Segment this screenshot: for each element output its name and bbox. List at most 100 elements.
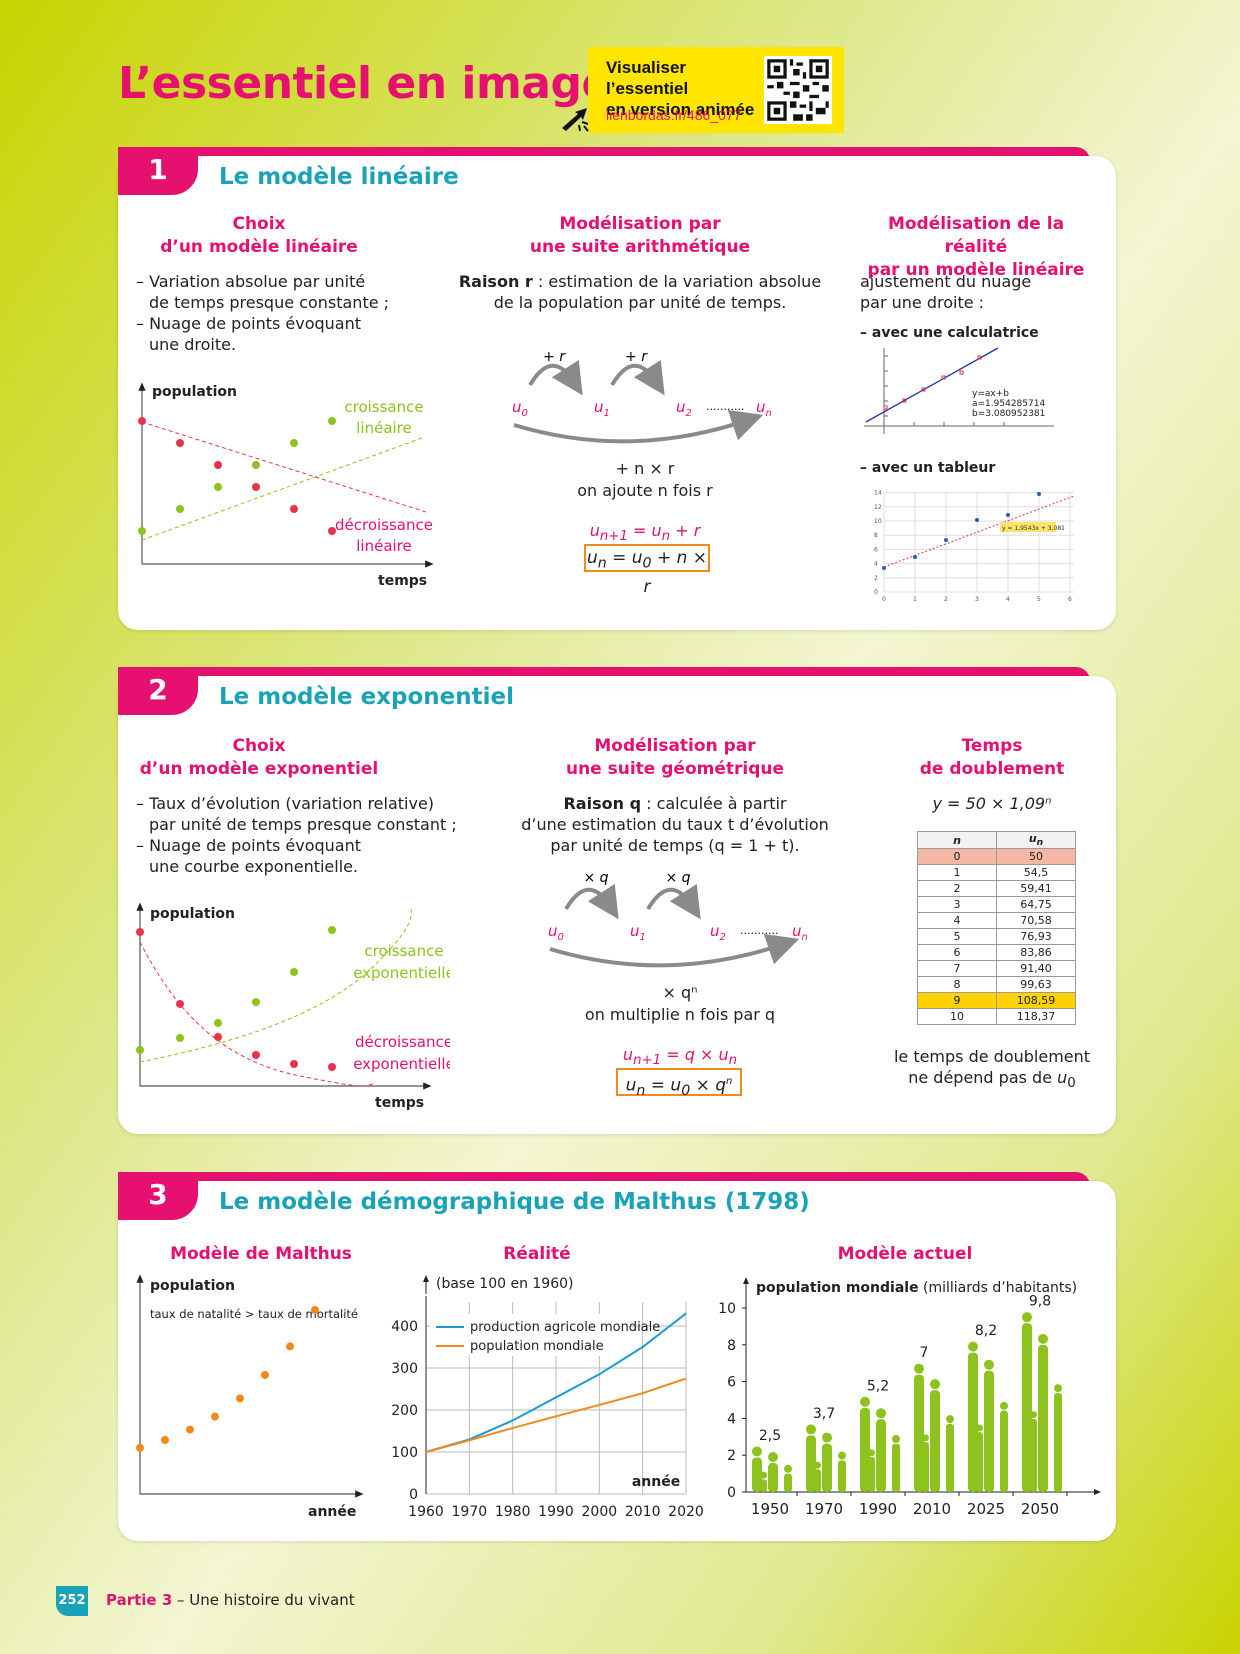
person-head <box>876 1408 886 1419</box>
y-tick-label: 300 <box>391 1361 418 1377</box>
exp-increase-curve <box>139 907 413 1063</box>
table-row: 9 108,59 <box>917 992 1076 1010</box>
x-tick-label: 2010 <box>625 1504 661 1520</box>
table-cell: 91,40 <box>996 960 1076 978</box>
exp-increase-point <box>290 968 298 976</box>
y-tick-label: 12 <box>874 504 882 511</box>
x-tick-label: 1990 <box>859 1500 897 1518</box>
s1-col1-text: – Variation absolue par unité de temps pr… <box>136 272 390 354</box>
decrease-label-2: linéaire <box>356 537 412 555</box>
population-value-label: 2,5 <box>759 1428 781 1444</box>
person-body <box>1022 1323 1032 1492</box>
table-cell: 108,59 <box>996 992 1076 1010</box>
svg-text:exponentielle: exponentielle <box>353 1055 450 1073</box>
y-tick-label: 400 <box>391 1319 418 1335</box>
linear-decrease-point <box>138 417 146 425</box>
svg-text:+ r: + r <box>625 349 648 365</box>
x-tick-label: 1960 <box>408 1504 444 1520</box>
section-1-number: 1 <box>118 147 198 195</box>
exp-decrease-point <box>176 1000 184 1008</box>
person-body <box>984 1370 994 1492</box>
x-tick-label: 2020 <box>668 1504 704 1520</box>
person-head <box>976 1424 983 1432</box>
person-body <box>838 1460 846 1492</box>
person-body <box>822 1443 832 1492</box>
linear-increase-point <box>176 505 184 513</box>
table-row: 0 50 <box>917 848 1076 866</box>
s1-col2-heading: Modélisation par une suite arithmétique <box>529 214 751 257</box>
svg-text:+ r: + r <box>543 349 566 365</box>
person-head <box>784 1464 792 1473</box>
population-value-label: 9,8 <box>1029 1294 1051 1310</box>
table-cell: 76,93 <box>996 928 1076 946</box>
table-row: 4 70,58 <box>917 912 1076 930</box>
malthus-point <box>236 1394 244 1403</box>
y-tick-label: 6 <box>874 546 878 553</box>
s1-recurrence: un+1 = un + r <box>589 521 701 545</box>
population-value-label: 8,2 <box>975 1323 997 1339</box>
linear-increase-point <box>138 527 146 535</box>
table-cell: 99,63 <box>996 976 1076 994</box>
person-head <box>822 1432 832 1443</box>
person-body <box>1030 1418 1037 1492</box>
exp-increase-point <box>176 1034 184 1042</box>
person-head <box>868 1449 875 1457</box>
table-cell: 9 <box>917 992 997 1010</box>
person-body <box>1054 1393 1062 1492</box>
s1-col2-text: Raison r : estimation de la variation ab… <box>458 272 822 312</box>
x-tick-label: 1970 <box>452 1504 488 1520</box>
x-axis-label: temps <box>378 573 427 589</box>
person-body <box>946 1423 954 1492</box>
table-cell: 1 <box>917 864 997 882</box>
increase-trend-line <box>141 437 423 541</box>
s2-col1-heading: Choix d’un modèle exponentiel <box>139 736 379 779</box>
person-body <box>784 1473 792 1492</box>
section-2-title: Le modèle exponentiel <box>219 684 514 710</box>
table-row: 5 76,93 <box>917 928 1076 946</box>
person-head <box>814 1461 821 1469</box>
table-row: 1 54,5 <box>917 864 1076 882</box>
linear-increase-point <box>214 483 222 491</box>
malthus-point <box>261 1371 269 1379</box>
promo-link[interactable]: lienbordas.fr/486_077 <box>606 107 742 123</box>
person-head <box>1030 1411 1037 1419</box>
animated-version-promo[interactable]: Visualiser l’essentiel en version animée … <box>588 47 844 133</box>
person-head <box>1054 1384 1062 1393</box>
reality-heading: Réalité <box>503 1244 571 1264</box>
person-head <box>930 1379 940 1390</box>
svg-text:décroissance: décroissance <box>355 1033 450 1051</box>
s2-total-step: × qⁿ <box>662 983 698 1002</box>
malthus-point <box>136 1443 144 1452</box>
y-tick-label: 2 <box>727 1448 736 1464</box>
person-body <box>1000 1410 1008 1492</box>
x-tick-label: 1990 <box>538 1504 574 1520</box>
table-cell: 4 <box>917 912 997 930</box>
y-tick-label: 6 <box>727 1375 736 1391</box>
doubling-caption: le temps de doublement ne dépend pas de … <box>893 1047 1091 1092</box>
x-axis-label: temps <box>375 1095 424 1111</box>
person-body <box>922 1442 929 1492</box>
svg-text:u2: u2 <box>710 922 726 943</box>
linear-decrease-point <box>176 439 184 447</box>
exp-increase-point <box>214 1019 222 1027</box>
svg-text:année: année <box>308 1504 356 1520</box>
cursor-pointer-icon <box>562 108 589 132</box>
person-head <box>806 1424 816 1435</box>
svg-text:u1: u1 <box>594 398 610 419</box>
s2-col2-heading: Modélisation par une suite géométrique <box>565 736 785 779</box>
x-tick-label: 0 <box>882 596 886 603</box>
table-cell: 50 <box>996 848 1076 866</box>
qr-code-icon[interactable] <box>764 56 832 124</box>
svg-text:u0: u0 <box>512 398 528 419</box>
svg-text:population mondiale: population mondiale <box>470 1339 604 1354</box>
table-cell: 70,58 <box>996 912 1076 930</box>
person-head <box>838 1451 846 1460</box>
section-3-number: 3 <box>118 1172 198 1220</box>
s2-geometric-diagram: × q × q u0 u1 u2 ........... un <box>548 870 808 968</box>
s2-col2-text: Raison q : calculée à partir d’une estim… <box>521 794 829 855</box>
section-3-title: Le modèle démographique de Malthus (1798… <box>219 1189 810 1215</box>
s2-formula: un = u0 × qn <box>616 1068 742 1099</box>
promo-line-2: en version animée <box>606 100 755 119</box>
reality-y-label: (base 100 en 1960) <box>436 1276 573 1292</box>
